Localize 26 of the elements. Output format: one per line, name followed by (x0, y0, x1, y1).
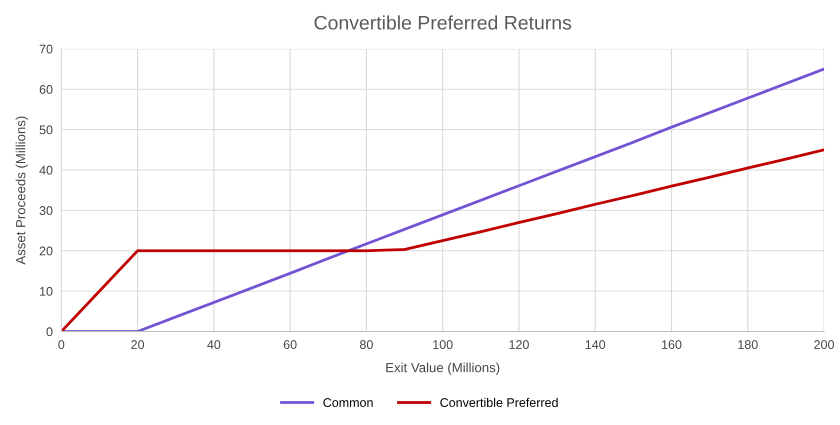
x-tick-label: 20 (131, 340, 144, 350)
x-tick-label: 80 (360, 340, 373, 350)
y-tick-label: 30 (40, 206, 52, 216)
x-tick-label: 0 (58, 340, 64, 350)
x-tick-label: 60 (284, 340, 297, 350)
y-tick-label: 40 (39, 166, 52, 175)
legend-label: Common (323, 398, 373, 408)
y-tick-label: 70 (40, 44, 52, 54)
y-tick-label: 20 (40, 246, 52, 256)
x-tick-label: 40 (207, 340, 220, 350)
y-tick-label: 10 (40, 286, 52, 296)
x-tick-label: 160 (662, 340, 682, 350)
y-axis-title: Asset Proceeds (Millions) (16, 116, 28, 265)
legend-label: Convertible Preferred (440, 398, 558, 408)
x-tick-label: 200 (814, 340, 834, 350)
x-tick-label: 100 (433, 340, 453, 350)
line-series (61, 68, 824, 332)
chart-title: Convertible Preferred Returns (314, 15, 572, 30)
line-series (61, 148, 824, 332)
y-tick-label: 50 (40, 125, 52, 134)
x-axis-title: Exit Value (Millions) (386, 362, 500, 375)
x-tick-label: 180 (738, 340, 758, 350)
x-tick-label: 120 (509, 340, 529, 350)
y-tick-label: 60 (40, 85, 52, 94)
x-tick-label: 140 (586, 340, 606, 350)
y-tick-label: 0 (46, 327, 52, 336)
